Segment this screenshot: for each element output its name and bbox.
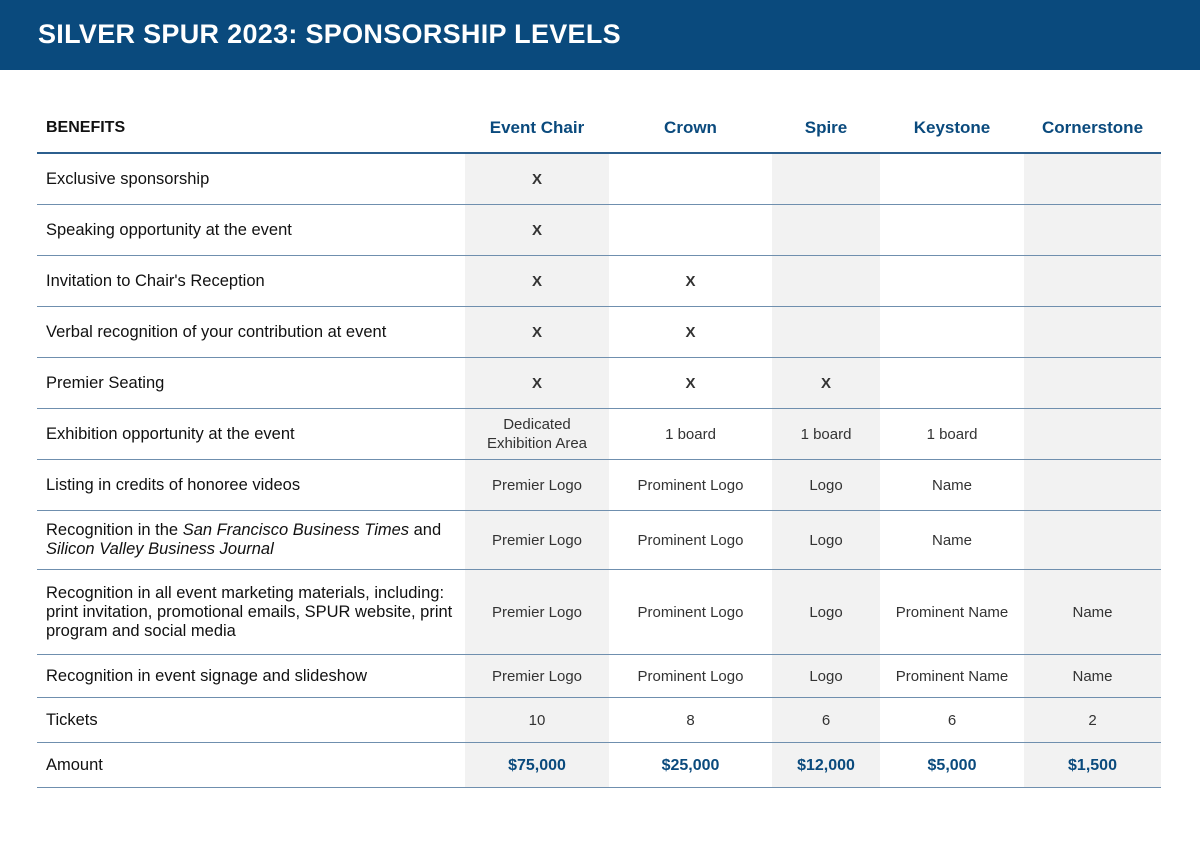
table-row: Premier Seating X X X [37, 357, 1161, 409]
column-header-event-chair: Event Chair [465, 104, 609, 154]
benefit-cell: Invitation to Chair's Reception [37, 255, 465, 307]
cornerstone-amount: $1,500 [1024, 742, 1161, 788]
benefit-cell: Listing in credits of honoree videos [37, 459, 465, 511]
event-chair-cell: Dedicated Exhibition Area [465, 408, 609, 460]
cornerstone-cell [1024, 510, 1161, 570]
table-row: Speaking opportunity at the event X [37, 204, 1161, 256]
table-row: Amount $75,000 $25,000 $12,000 $5,000 $1… [37, 742, 1161, 788]
cornerstone-cell: Name [1024, 569, 1161, 655]
spire-amount: $12,000 [772, 742, 880, 788]
table-row: Invitation to Chair's Reception X X [37, 255, 1161, 307]
publication-name: San Francisco Business Times [182, 521, 410, 539]
page-title: SILVER SPUR 2023: SPONSORSHIP LEVELS [38, 19, 621, 49]
keystone-cell: Prominent Name [880, 654, 1024, 698]
event-chair-amount: $75,000 [465, 742, 609, 788]
keystone-cell: 1 board [880, 408, 1024, 460]
crown-cell: Prominent Logo [609, 459, 772, 511]
publication-name: Silicon Valley Business Journal [46, 540, 274, 558]
keystone-cell: 6 [880, 697, 1024, 743]
sponsorship-table: BENEFITS Event Chair Crown Spire Keyston… [37, 104, 1161, 788]
cornerstone-cell [1024, 357, 1161, 409]
cornerstone-cell [1024, 204, 1161, 256]
keystone-cell: Name [880, 510, 1024, 570]
spire-cell: Logo [772, 654, 880, 698]
table-row: Exhibition opportunity at the event Dedi… [37, 408, 1161, 460]
spire-cell [772, 306, 880, 358]
benefit-cell: Recognition in event signage and slidesh… [37, 654, 465, 698]
keystone-cell [880, 255, 1024, 307]
benefit-text: and [409, 521, 442, 539]
table-header-row: BENEFITS Event Chair Crown Spire Keyston… [37, 104, 1161, 154]
keystone-amount: $5,000 [880, 742, 1024, 788]
keystone-cell [880, 204, 1024, 256]
crown-cell: Prominent Logo [609, 569, 772, 655]
spire-cell: Logo [772, 510, 880, 570]
benefit-cell: Exclusive sponsorship [37, 153, 465, 205]
spire-cell: Logo [772, 459, 880, 511]
keystone-cell: Prominent Name [880, 569, 1024, 655]
crown-cell: X [609, 255, 772, 307]
event-chair-cell: X [465, 204, 609, 256]
crown-cell: 8 [609, 697, 772, 743]
event-chair-cell: X [465, 357, 609, 409]
benefit-cell: Premier Seating [37, 357, 465, 409]
cornerstone-cell: Name [1024, 654, 1161, 698]
crown-amount: $25,000 [609, 742, 772, 788]
event-chair-cell: Premier Logo [465, 459, 609, 511]
table-row: Tickets 10 8 6 6 2 [37, 697, 1161, 743]
cornerstone-cell [1024, 408, 1161, 460]
benefit-cell: Verbal recognition of your contribution … [37, 306, 465, 358]
event-chair-cell: Premier Logo [465, 654, 609, 698]
column-header-crown: Crown [609, 104, 772, 154]
benefit-cell: Amount [37, 742, 465, 788]
keystone-cell [880, 357, 1024, 409]
event-chair-cell: Premier Logo [465, 569, 609, 655]
spire-cell [772, 255, 880, 307]
benefit-text: Recognition in the [46, 521, 183, 539]
keystone-cell: Name [880, 459, 1024, 511]
benefit-cell: Exhibition opportunity at the event [37, 408, 465, 460]
spire-cell [772, 204, 880, 256]
table-row: Recognition in all event marketing mater… [37, 569, 1161, 655]
page-header: SILVER SPUR 2023: SPONSORSHIP LEVELS [0, 0, 1200, 70]
event-chair-cell: X [465, 153, 609, 205]
cornerstone-cell [1024, 255, 1161, 307]
benefit-cell: Recognition in all event marketing mater… [37, 569, 465, 655]
column-header-cornerstone: Cornerstone [1024, 104, 1161, 154]
crown-cell [609, 204, 772, 256]
table-row: Verbal recognition of your contribution … [37, 306, 1161, 358]
crown-cell: Prominent Logo [609, 654, 772, 698]
spire-cell: 6 [772, 697, 880, 743]
table-row: Exclusive sponsorship X [37, 153, 1161, 205]
keystone-cell [880, 153, 1024, 205]
spire-cell: Logo [772, 569, 880, 655]
event-chair-cell: X [465, 306, 609, 358]
crown-cell: Prominent Logo [609, 510, 772, 570]
spire-cell: X [772, 357, 880, 409]
column-header-keystone: Keystone [880, 104, 1024, 154]
crown-cell: X [609, 357, 772, 409]
keystone-cell [880, 306, 1024, 358]
column-header-spire: Spire [772, 104, 880, 154]
table-row: Recognition in event signage and slidesh… [37, 654, 1161, 698]
benefit-cell: Tickets [37, 697, 465, 743]
spire-cell [772, 153, 880, 205]
crown-cell: 1 board [609, 408, 772, 460]
column-header-benefits: BENEFITS [37, 104, 465, 154]
event-chair-cell: Premier Logo [465, 510, 609, 570]
crown-cell: X [609, 306, 772, 358]
event-chair-cell: X [465, 255, 609, 307]
event-chair-cell: 10 [465, 697, 609, 743]
cornerstone-cell: 2 [1024, 697, 1161, 743]
benefit-cell: Recognition in the San Francisco Busines… [37, 510, 465, 570]
cornerstone-cell [1024, 459, 1161, 511]
cornerstone-cell [1024, 306, 1161, 358]
benefit-cell: Speaking opportunity at the event [37, 204, 465, 256]
spire-cell: 1 board [772, 408, 880, 460]
table-row: Listing in credits of honoree videos Pre… [37, 459, 1161, 511]
table-row: Recognition in the San Francisco Busines… [37, 510, 1161, 570]
cornerstone-cell [1024, 153, 1161, 205]
crown-cell [609, 153, 772, 205]
